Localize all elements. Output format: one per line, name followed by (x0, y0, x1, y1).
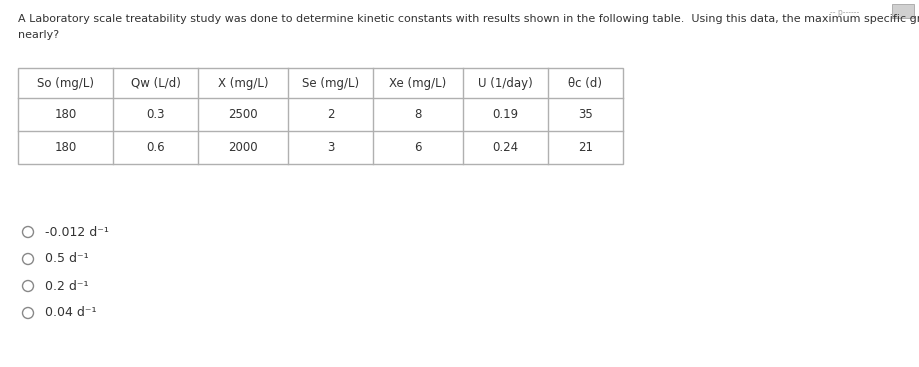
Text: 180: 180 (54, 108, 76, 121)
Text: nearly?: nearly? (18, 30, 59, 40)
Text: 8: 8 (414, 108, 421, 121)
Text: Xe (mg/L): Xe (mg/L) (389, 76, 446, 90)
Text: -- p------: -- p------ (829, 8, 858, 17)
Text: 0.24: 0.24 (492, 141, 518, 154)
Text: 0.2 d⁻¹: 0.2 d⁻¹ (45, 280, 88, 292)
Text: 180: 180 (54, 141, 76, 154)
Bar (891, 4, 913, 18)
Text: 2000: 2000 (228, 141, 257, 154)
Text: 0.5 d⁻¹: 0.5 d⁻¹ (45, 252, 88, 265)
Text: -0.012 d⁻¹: -0.012 d⁻¹ (45, 225, 108, 239)
Text: 6: 6 (414, 141, 421, 154)
Bar (18, 68, 622, 164)
Text: U (1/day): U (1/day) (478, 76, 532, 90)
Text: Qw (L/d): Qw (L/d) (130, 76, 180, 90)
Text: 0.04 d⁻¹: 0.04 d⁻¹ (45, 306, 96, 320)
Text: 2: 2 (326, 108, 334, 121)
Text: 35: 35 (577, 108, 592, 121)
Text: 3: 3 (326, 141, 334, 154)
Text: 2500: 2500 (228, 108, 257, 121)
Text: 0.3: 0.3 (146, 108, 165, 121)
Text: 0.6: 0.6 (146, 141, 165, 154)
Text: A Laboratory scale treatability study was done to determine kinetic constants wi: A Laboratory scale treatability study wa… (18, 14, 919, 24)
Text: Se (mg/L): Se (mg/L) (301, 76, 358, 90)
Text: X (mg/L): X (mg/L) (218, 76, 268, 90)
Text: 0.19: 0.19 (492, 108, 518, 121)
Text: 21: 21 (577, 141, 593, 154)
Text: So (mg/L): So (mg/L) (37, 76, 94, 90)
Text: θc (d): θc (d) (568, 76, 602, 90)
